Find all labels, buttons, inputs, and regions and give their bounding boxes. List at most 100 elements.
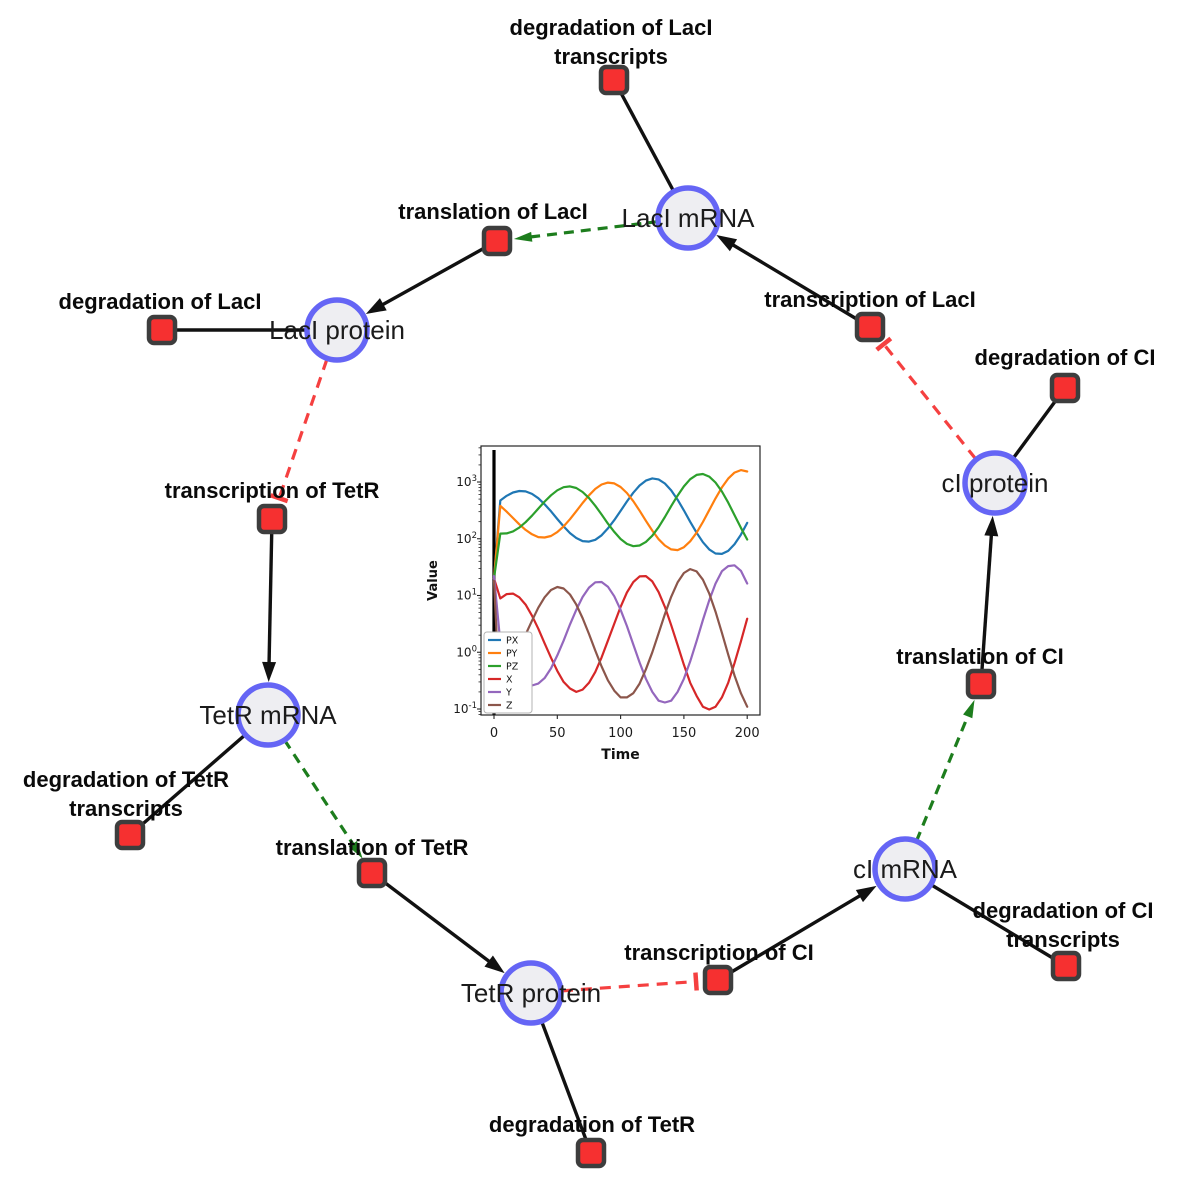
species-label-laci_mrna: LacI mRNA bbox=[621, 203, 755, 233]
reaction-label-line: transcripts bbox=[554, 44, 668, 69]
reaction-label-line: degradation of LacI bbox=[509, 15, 713, 40]
reaction-label-deg_ci: degradation of CI bbox=[975, 343, 1156, 372]
edge-produces-transl_ci-ci_protein-arrowhead bbox=[984, 515, 999, 537]
edge-produces-tx_laci-laci_mrna bbox=[725, 239, 871, 329]
species-node-ci_protein[interactable] bbox=[962, 450, 1028, 516]
reaction-label-tx_ci: transcription of CI bbox=[624, 938, 813, 967]
x-tick-label: 0 bbox=[490, 726, 498, 741]
edge-inhibits-laci_protein-tx_tetr bbox=[277, 358, 329, 499]
reaction-label-transl_tetr: translation of TetR bbox=[276, 833, 469, 862]
reaction-node-deg_ci_tx[interactable] bbox=[1050, 950, 1082, 982]
x-tick-label: 200 bbox=[735, 726, 760, 741]
species-node-tetr_mrna[interactable] bbox=[235, 682, 301, 748]
species-node-tetr_protein[interactable] bbox=[498, 960, 564, 1026]
reaction-node-transl_laci[interactable] bbox=[481, 225, 513, 257]
edge-produces-tx_laci-laci_mrna-arrowhead bbox=[716, 234, 738, 252]
reaction-label-line: transcription of LacI bbox=[764, 287, 976, 312]
edge-inhibits-tetr_protein-tx_ci bbox=[561, 979, 697, 993]
edge-produces-transl_laci-laci_protein-arrowhead bbox=[365, 298, 387, 314]
legend-label-Z: Z bbox=[506, 701, 513, 712]
edge-produces-tx_tetr-tetr_mrna-arrowhead bbox=[262, 661, 277, 683]
x-tick-label: 150 bbox=[671, 726, 696, 741]
y-tick-label: 100 bbox=[456, 644, 477, 659]
legend-label-PY: PY bbox=[506, 649, 518, 660]
series-line-X bbox=[492, 574, 749, 711]
reaction-label-tx_laci: transcription of LacI bbox=[764, 285, 975, 314]
reaction-label-deg_tetr: degradation of TetR bbox=[489, 1110, 695, 1139]
reaction-node-deg_tetr[interactable] bbox=[575, 1137, 607, 1169]
reaction-node-deg_tetr_tx[interactable] bbox=[114, 819, 146, 851]
reaction-label-line: degradation of CI bbox=[972, 898, 1154, 923]
edge-inhibits-ci_protein-tx_laci bbox=[882, 343, 977, 460]
reaction-label-line: transcripts bbox=[1006, 927, 1120, 952]
y-tick-label: 103 bbox=[456, 474, 477, 489]
reaction-label-line: transcripts bbox=[69, 796, 183, 821]
legend-label-Y: Y bbox=[505, 688, 512, 699]
x-tick-label: 50 bbox=[549, 726, 566, 741]
species-label-ci_protein: cI protein bbox=[941, 468, 1049, 498]
reaction-node-deg_ci[interactable] bbox=[1049, 372, 1081, 404]
reaction-node-tx_laci[interactable] bbox=[854, 311, 886, 343]
series-line-Y bbox=[492, 564, 749, 704]
species-node-laci_protein[interactable] bbox=[304, 297, 370, 363]
species-label-laci_protein: LacI protein bbox=[269, 315, 405, 345]
reaction-label-line: degradation of TetR bbox=[488, 1112, 696, 1137]
reaction-label-line: transcription of CI bbox=[624, 940, 814, 965]
reaction-label-deg_ci_tx: degradation of CI transcripts bbox=[973, 896, 1154, 954]
edge-inhibits-ci_protein-tx_laci-tbar bbox=[875, 336, 893, 352]
series-line-PZ bbox=[492, 472, 749, 580]
reaction-label-line: translation of CI bbox=[896, 644, 1064, 669]
reaction-label-line: degradation of TetR bbox=[22, 767, 230, 792]
y-tick-label: 10-1 bbox=[453, 701, 477, 716]
series-line-PX bbox=[492, 477, 749, 580]
plot-svg: 0 50 100 150 200 10-1 100 101 102 103 Time Value PX P… bbox=[425, 433, 785, 771]
legend-label-PZ: PZ bbox=[506, 662, 519, 673]
edge-activates-ci_mrna-transl_ci-arrowhead bbox=[963, 699, 975, 719]
reaction-label-deg_laci_tx: degradation of LacI transcripts bbox=[510, 13, 713, 71]
species-label-tetr_protein: TetR protein bbox=[460, 978, 602, 1008]
y-tick-label: 102 bbox=[456, 531, 477, 546]
edge-produces-transl_ci-ci_protein bbox=[979, 527, 994, 685]
series-line-Z bbox=[492, 567, 749, 711]
reaction-node-transl_ci[interactable] bbox=[965, 668, 997, 700]
edge-inhibits-laci_protein-tx_tetr-tbar bbox=[269, 493, 289, 504]
x-axis-label: Time bbox=[601, 747, 639, 763]
edge-produces-tx_ci-ci_mrna-arrowhead bbox=[855, 885, 877, 903]
reaction-node-deg_laci_tx[interactable] bbox=[598, 64, 630, 96]
edge-activates-laci_mrna-transl_laci bbox=[525, 219, 659, 240]
reaction-label-line: transcription of TetR bbox=[164, 478, 380, 503]
reaction-label-tx_tetr: transcription of TetR bbox=[165, 476, 380, 505]
edge-activates-tetr_mrna-transl_tetr bbox=[283, 739, 358, 850]
reaction-label-transl_laci: translation of LacI bbox=[398, 197, 587, 226]
y-tick-label: 101 bbox=[456, 588, 477, 603]
edge-produces-tx_ci-ci_mrna bbox=[717, 890, 868, 982]
legend-label-PX: PX bbox=[506, 636, 519, 647]
edge-produces-transl_laci-laci_protein bbox=[375, 239, 498, 310]
reaction-node-tx_tetr[interactable] bbox=[256, 503, 288, 535]
reaction-node-deg_laci[interactable] bbox=[146, 314, 178, 346]
edge-activates-laci_mrna-transl_laci-arrowhead bbox=[513, 231, 533, 242]
edge-produces-tx_tetr-tetr_mrna bbox=[267, 518, 274, 671]
legend-label-X: X bbox=[506, 675, 513, 686]
reaction-label-line: degradation of LacI bbox=[58, 289, 262, 314]
reaction-label-transl_ci: translation of CI bbox=[896, 642, 1063, 671]
reaction-node-tx_ci[interactable] bbox=[702, 964, 734, 996]
edge-produces-transl_tetr-tetr_protein bbox=[370, 871, 497, 968]
species-label-tetr_mrna: TetR mRNA bbox=[199, 700, 337, 730]
reaction-label-line: translation of LacI bbox=[398, 199, 588, 224]
x-tick-label: 100 bbox=[608, 726, 633, 741]
species-label-ci_mrna: cI mRNA bbox=[853, 854, 957, 884]
edge-produces-transl_tetr-tetr_protein-arrowhead bbox=[484, 955, 505, 974]
species-node-ci_mrna[interactable] bbox=[872, 836, 938, 902]
reaction-label-deg_laci: degradation of LacI bbox=[59, 287, 262, 316]
species-node-laci_mrna[interactable] bbox=[655, 185, 721, 251]
edge-activates-ci_mrna-transl_ci bbox=[914, 710, 972, 842]
y-axis-label: Value bbox=[426, 560, 441, 601]
reaction-node-transl_tetr[interactable] bbox=[356, 857, 388, 889]
edge-activates-tetr_mrna-transl_tetr-arrowhead bbox=[348, 841, 363, 859]
reaction-label-line: translation of TetR bbox=[275, 835, 469, 860]
time-series-plot: 0 50 100 150 200 10-1 100 101 102 103 Time Value PX P… bbox=[420, 430, 790, 775]
edge-inhibits-tetr_protein-tx_ci-tbar bbox=[693, 972, 699, 991]
